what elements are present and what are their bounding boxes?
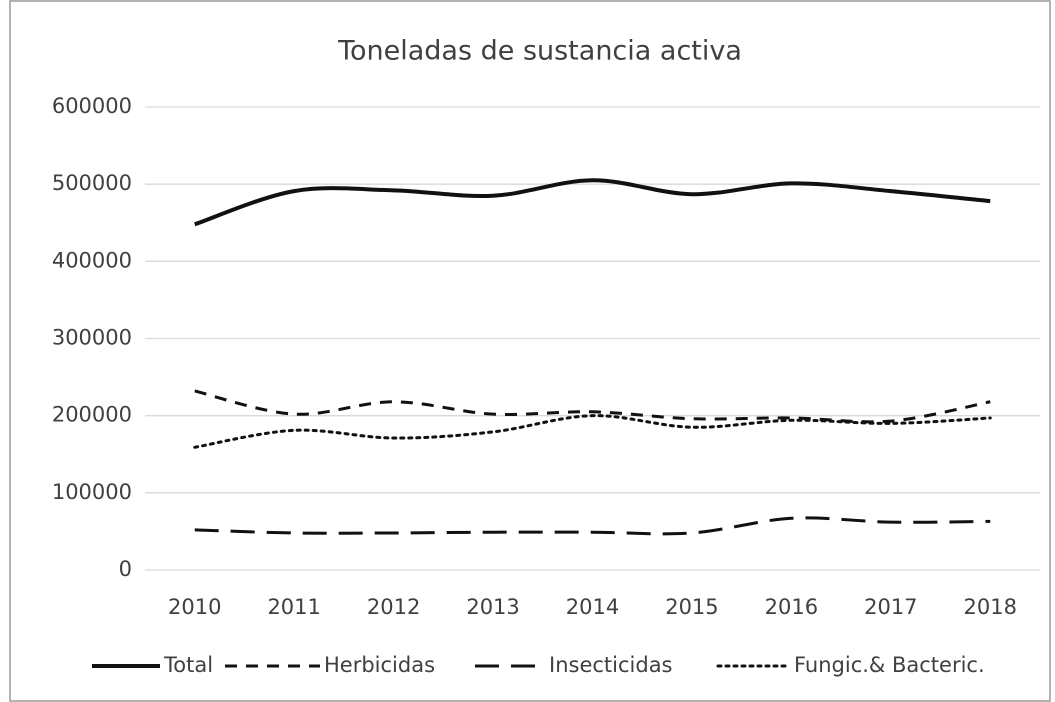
x-tick-label: 2011: [267, 595, 320, 619]
series-line: [194, 516, 991, 536]
y-tick-label: 100000: [52, 480, 132, 504]
y-tick-label: 400000: [52, 248, 132, 272]
y-tick-label: 500000: [52, 171, 132, 195]
x-tick-label: 2013: [466, 595, 519, 619]
y-tick-label: 200000: [52, 403, 132, 427]
x-tick-label: 2018: [964, 595, 1017, 619]
y-tick-label: 0: [119, 557, 132, 581]
y-tick-label: 300000: [52, 326, 132, 350]
x-tick-label: 2015: [665, 595, 718, 619]
x-tick-label: 2014: [566, 595, 619, 619]
legend-label: Total: [163, 653, 213, 677]
chart-frame: [9, 0, 1051, 702]
x-tick-label: 2010: [168, 595, 221, 619]
x-tick-label: 2017: [864, 595, 917, 619]
legend-label: Herbicidas: [324, 653, 435, 677]
series-line: [193, 414, 992, 449]
y-tick-label: 600000: [52, 94, 132, 118]
series-line: [194, 178, 991, 227]
x-tick-label: 2016: [765, 595, 818, 619]
x-tick-label: 2012: [367, 595, 420, 619]
legend-label: Insecticidas: [549, 653, 673, 677]
legend-label: Fungic.& Bacteric.: [794, 653, 985, 677]
chart-title: Toneladas de sustancia activa: [337, 36, 742, 67]
